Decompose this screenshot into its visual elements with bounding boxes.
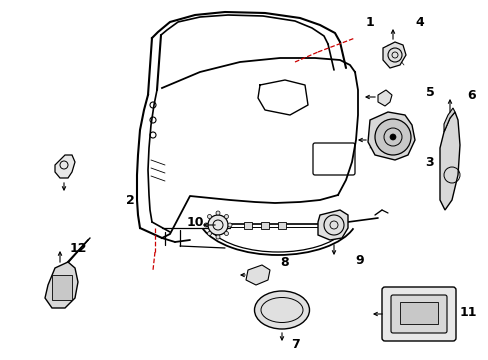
FancyBboxPatch shape	[381, 287, 455, 341]
Polygon shape	[367, 112, 414, 160]
Circle shape	[224, 231, 228, 235]
Circle shape	[374, 119, 410, 155]
Text: 3: 3	[425, 156, 433, 168]
Polygon shape	[245, 265, 269, 285]
Bar	[278, 222, 285, 229]
Circle shape	[207, 215, 227, 235]
Bar	[52, 275, 72, 300]
Polygon shape	[443, 108, 454, 132]
Polygon shape	[45, 262, 78, 308]
Circle shape	[207, 215, 211, 219]
Polygon shape	[382, 42, 405, 68]
FancyBboxPatch shape	[390, 295, 446, 333]
Bar	[244, 222, 251, 229]
Circle shape	[389, 134, 395, 140]
Polygon shape	[317, 210, 347, 240]
Text: 11: 11	[458, 306, 476, 319]
Text: 2: 2	[125, 194, 134, 207]
Text: 9: 9	[355, 253, 364, 266]
Bar	[261, 222, 268, 229]
Text: 8: 8	[280, 256, 289, 269]
Polygon shape	[55, 155, 75, 178]
Text: 12: 12	[69, 242, 86, 255]
Circle shape	[224, 215, 228, 219]
Text: 10: 10	[186, 216, 203, 229]
Text: 4: 4	[415, 15, 424, 28]
Text: 1: 1	[365, 15, 374, 28]
Circle shape	[203, 223, 207, 227]
Text: 6: 6	[467, 89, 475, 102]
Circle shape	[207, 231, 211, 235]
Text: 5: 5	[425, 86, 433, 99]
Bar	[399, 302, 437, 324]
Polygon shape	[439, 112, 459, 210]
Circle shape	[227, 223, 231, 227]
Polygon shape	[377, 90, 391, 106]
Ellipse shape	[254, 291, 309, 329]
Text: 7: 7	[290, 338, 299, 351]
Circle shape	[216, 235, 220, 239]
Circle shape	[216, 211, 220, 215]
